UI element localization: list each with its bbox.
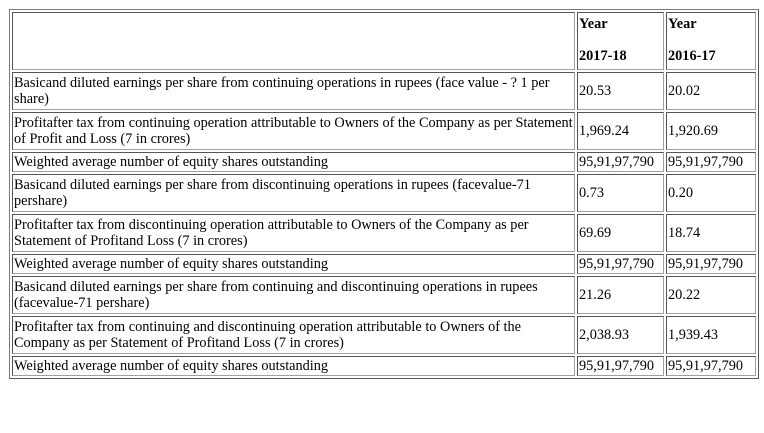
row-value-2017: 1,969.24	[577, 112, 664, 150]
table-row: Weighted average number of equity shares…	[12, 254, 756, 274]
row-value-2016: 95,91,97,790	[666, 356, 756, 376]
row-value-2017: 21.26	[577, 276, 664, 314]
row-value-2017: 20.53	[577, 72, 664, 110]
row-value-2016: 1,920.69	[666, 112, 756, 150]
row-value-2017: 95,91,97,790	[577, 356, 664, 376]
row-value-2017: 2,038.93	[577, 316, 664, 354]
header-2017-line1: Year	[579, 16, 608, 32]
table-row: Weighted average number of equity shares…	[12, 356, 756, 376]
row-value-2017: 95,91,97,790	[577, 254, 664, 274]
row-label: Profitafter tax from discontinuing opera…	[12, 214, 575, 252]
table-row: Basicand diluted earnings per share from…	[12, 276, 756, 314]
row-label: Profitafter tax from continuing operatio…	[12, 112, 575, 150]
row-value-2016: 95,91,97,790	[666, 152, 756, 172]
row-value-2016: 95,91,97,790	[666, 254, 756, 274]
header-cell-2017: Year 2017-18	[577, 12, 664, 70]
row-value-2017: 69.69	[577, 214, 664, 252]
row-value-2016: 1,939.43	[666, 316, 756, 354]
header-2017-line2: 2017-18	[579, 48, 627, 64]
table-row: Basicand diluted earnings per share from…	[12, 174, 756, 212]
table-row: Profitafter tax from continuing and disc…	[12, 316, 756, 354]
row-label: Weighted average number of equity shares…	[12, 356, 575, 376]
row-label: Basicand diluted earnings per share from…	[12, 174, 575, 212]
row-value-2016: 0.20	[666, 174, 756, 212]
header-2016-line1: Year	[668, 16, 697, 32]
header-empty-cell	[12, 12, 575, 70]
table-row: Weighted average number of equity shares…	[12, 152, 756, 172]
row-label: Weighted average number of equity shares…	[12, 152, 575, 172]
row-value-2017: 95,91,97,790	[577, 152, 664, 172]
table-row: Profitafter tax from continuing operatio…	[12, 112, 756, 150]
header-2016-line2: 2016-17	[668, 48, 716, 64]
row-label: Profitafter tax from continuing and disc…	[12, 316, 575, 354]
row-value-2016: 20.22	[666, 276, 756, 314]
header-cell-2016: Year 2016-17	[666, 12, 756, 70]
row-label: Weighted average number of equity shares…	[12, 254, 575, 274]
table-row: Profitafter tax from discontinuing opera…	[12, 214, 756, 252]
row-label: Basicand diluted earnings per share from…	[12, 72, 575, 110]
header-row: Year 2017-18 Year 2016-17	[12, 12, 756, 70]
eps-table: Year 2017-18 Year 2016-17 Basicand dilut…	[9, 9, 759, 379]
row-label: Basicand diluted earnings per share from…	[12, 276, 575, 314]
row-value-2017: 0.73	[577, 174, 664, 212]
row-value-2016: 20.02	[666, 72, 756, 110]
table-row: Basicand diluted earnings per share from…	[12, 72, 756, 110]
row-value-2016: 18.74	[666, 214, 756, 252]
